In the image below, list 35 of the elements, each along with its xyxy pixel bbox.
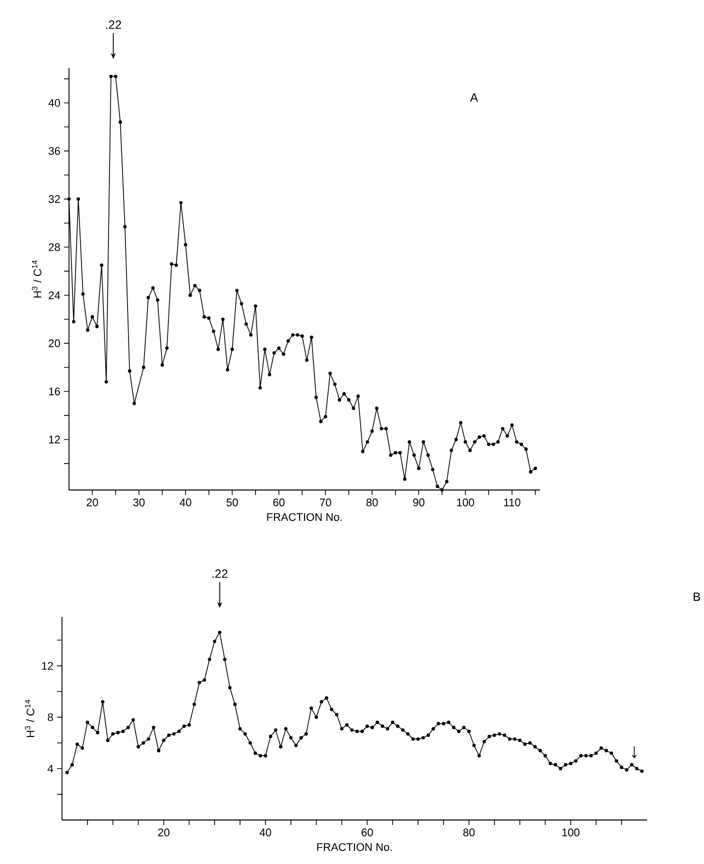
text: B	[694, 592, 700, 601]
x-tick-label: 70	[320, 498, 332, 506]
y-tick-label: 12	[49, 436, 60, 444]
x-axis-title: FRACTION No.	[317, 843, 392, 851]
x-tick-label: 50	[226, 498, 238, 506]
annotation: .22	[212, 569, 228, 578]
annotation: A	[470, 93, 478, 102]
x-tick-label: 80	[366, 498, 378, 506]
x-tick-label: 100	[457, 498, 474, 506]
y-tick-label: 20	[48, 339, 60, 348]
x-tick-label: 80	[463, 828, 475, 836]
annotation: .22	[106, 20, 122, 29]
x-tick-label: 20	[158, 828, 170, 836]
x-tick-label: 60	[362, 828, 373, 836]
y-tick-label: 24	[48, 291, 60, 300]
x-tick-label: 40	[180, 498, 192, 506]
y-tick-label: 12	[42, 662, 53, 670]
x-tick-label: 40	[260, 828, 272, 836]
x-tick-label: 100	[562, 828, 580, 836]
y-tick-label: 16	[49, 388, 60, 396]
y-axis-title: H$^{3}$ / C$^{14}$	[24, 700, 34, 738]
x-tick-label: 60	[273, 498, 285, 506]
y-tick-label: 40	[48, 98, 60, 107]
annotation: ↓	[632, 746, 637, 758]
x-tick-label: 90	[413, 498, 424, 506]
y-tick-label: 36	[48, 147, 60, 155]
y-tick-label: 28	[48, 243, 60, 252]
x-tick-label: 110	[504, 498, 520, 506]
x-axis-title: FRACTION No.	[267, 513, 342, 521]
x-tick-label: 30	[133, 498, 145, 506]
y-axis-title: H$^{3}$ / C$^{14}$	[32, 260, 42, 298]
y-tick-label: 8	[48, 713, 53, 722]
y-tick-label: 32	[48, 195, 60, 203]
x-tick-label: 20	[86, 498, 98, 506]
y-tick-label: 4	[48, 764, 54, 772]
